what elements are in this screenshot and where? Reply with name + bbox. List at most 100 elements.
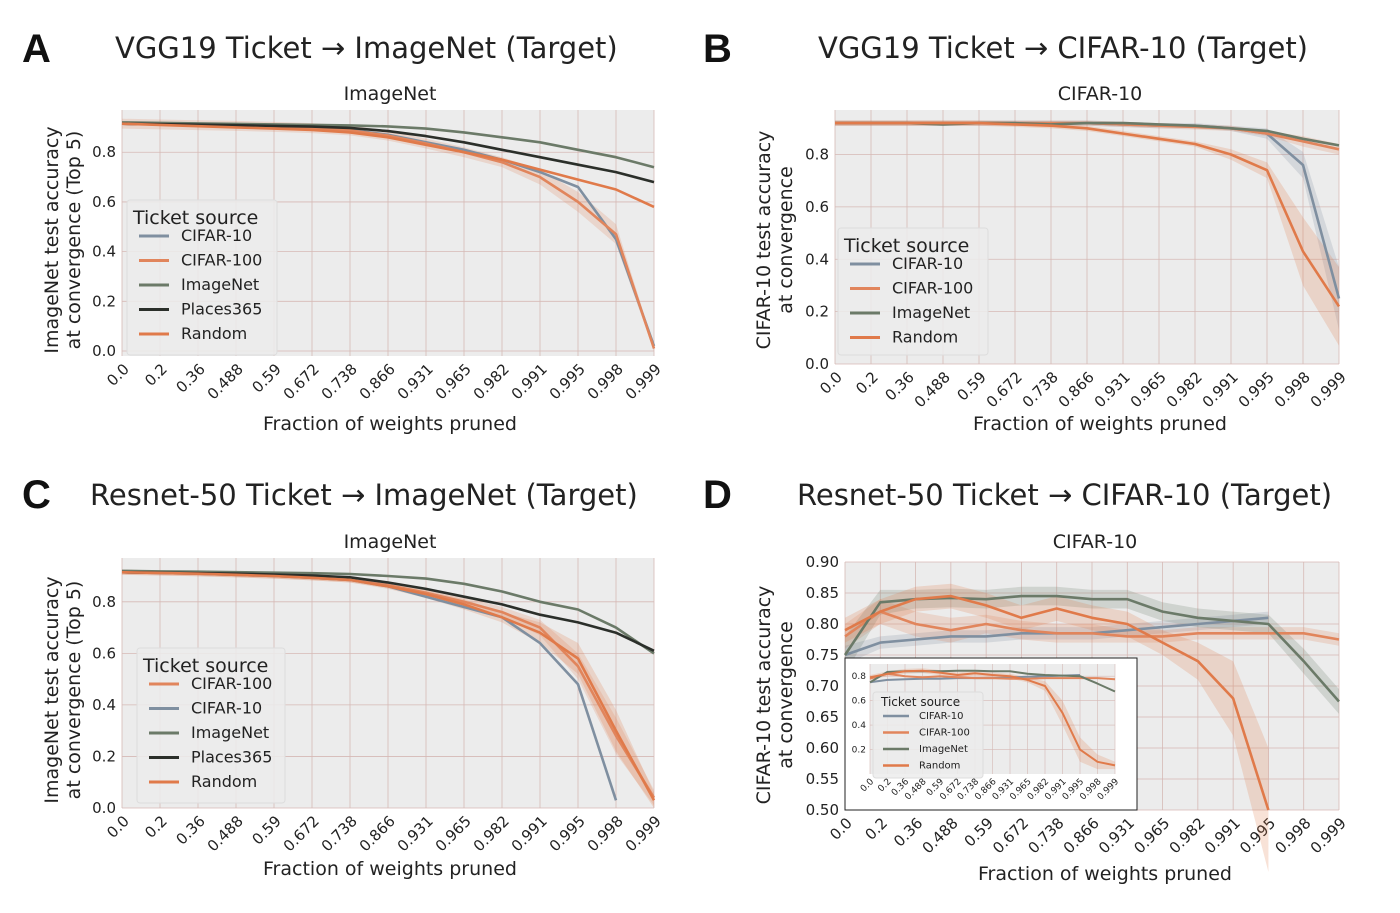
y-tick-label: 0.2 bbox=[92, 292, 116, 310]
x-tick-label: 0.991 bbox=[1201, 814, 1244, 857]
series-line-cifar-100 bbox=[869, 672, 1116, 681]
panel-header: Resnet-50 Ticket → CIFAR-10 (Target) bbox=[797, 478, 1332, 512]
legend-item-cifar-100: CIFAR-100 bbox=[919, 728, 970, 739]
x-tick-label: 0.931 bbox=[1095, 814, 1138, 857]
panel-letter: A bbox=[22, 27, 51, 71]
inset-chart: 0.0 0.20.360.4880.590.6720.7380.8660.9310… bbox=[844, 657, 1138, 811]
x-tick-label: 0.866 bbox=[1055, 368, 1098, 411]
x-tick-label: 0.2 bbox=[141, 360, 171, 390]
y-axis-label: CIFAR-10 test accuracyat convergence bbox=[753, 131, 797, 350]
x-tick-label: 0.991 bbox=[508, 812, 551, 855]
y-tick-label: 0.4 bbox=[805, 250, 829, 268]
legend-title: Ticket source bbox=[880, 695, 960, 709]
legend-item-cifar-10: CIFAR-10 bbox=[181, 226, 252, 245]
series-line-random bbox=[121, 570, 656, 801]
legend-item-imagenet: ImageNet bbox=[181, 275, 259, 294]
x-tick-label: 0.998 bbox=[1271, 814, 1314, 857]
x-tick-label: 0.866 bbox=[1060, 814, 1103, 857]
legend-title: Ticket source bbox=[142, 655, 268, 677]
y-tick-label: 0.2 bbox=[92, 747, 116, 765]
x-tick-label: 0.672 bbox=[989, 814, 1032, 857]
x-axis-label: Fraction of weights pruned bbox=[978, 863, 1232, 885]
y-tick-label: 0.8 bbox=[92, 593, 116, 611]
x-tick-label: 0.982 bbox=[1166, 814, 1209, 857]
x-tick-label: 0.738 bbox=[318, 360, 361, 403]
band-random bbox=[870, 668, 1115, 770]
series-line-random bbox=[844, 594, 1270, 811]
panel-header: VGG19 Ticket → CIFAR-10 (Target) bbox=[818, 31, 1308, 65]
x-axis-label: Fraction of weights pruned bbox=[973, 413, 1227, 435]
x-tick-label: 0.866 bbox=[356, 812, 399, 855]
y-axis-label: CIFAR-10 test accuracyat convergence bbox=[753, 586, 797, 805]
x-tick-label: 0.931 bbox=[394, 360, 437, 403]
y-tick-label: 0.0 bbox=[92, 799, 116, 817]
panel-a: A VGG19 Ticket → ImageNet (Target) ImageNe… bbox=[22, 27, 665, 435]
x-tick-label: 0.995 bbox=[1235, 368, 1278, 411]
inset-y-tick-label: 0.4 bbox=[852, 721, 867, 731]
x-tick-label: 0.866 bbox=[356, 360, 399, 403]
x-tick-label: 0.931 bbox=[1091, 368, 1134, 411]
inset-y-tick-label: 0.2 bbox=[852, 746, 866, 756]
x-tick-label: 0.488 bbox=[911, 368, 954, 411]
series-line-random bbox=[121, 122, 655, 209]
y-tick-label: 0.70 bbox=[806, 677, 839, 695]
legend-item-places365: Places365 bbox=[181, 300, 262, 319]
x-tick-label: 0.488 bbox=[919, 814, 962, 857]
legend-item-random: Random bbox=[919, 761, 960, 772]
x-tick-label: 0.738 bbox=[318, 812, 361, 855]
series-line-imagenet bbox=[121, 569, 655, 655]
x-tick-label: 0.999 bbox=[622, 812, 665, 855]
x-tick-label: 0.0 bbox=[103, 360, 133, 390]
band-random bbox=[845, 583, 1269, 872]
x-tick-label: 0.998 bbox=[584, 360, 627, 403]
legend-item-random: Random bbox=[191, 772, 257, 791]
y-tick-label: 0.75 bbox=[806, 646, 839, 664]
x-tick-label: 0.738 bbox=[1024, 814, 1067, 857]
chart-title: CIFAR-10 bbox=[1053, 531, 1138, 553]
y-tick-label: 0.6 bbox=[92, 644, 116, 662]
y-tick-label: 0.0 bbox=[92, 342, 116, 360]
inset-y-tick-label: 0.8 bbox=[852, 672, 867, 682]
y-tick-label: 0.55 bbox=[806, 770, 839, 788]
x-axis-label: Fraction of weights pruned bbox=[263, 858, 517, 880]
chart-title: ImageNet bbox=[344, 83, 437, 105]
x-tick-label: 0.982 bbox=[470, 360, 513, 403]
y-axis-label: ImageNet test accuracyat convergence (To… bbox=[41, 576, 85, 803]
legend-item-cifar-10: CIFAR-10 bbox=[919, 711, 963, 722]
y-axis-label: ImageNet test accuracyat convergence (To… bbox=[41, 126, 85, 353]
x-tick-label: 0.2 bbox=[141, 812, 171, 842]
y-tick-label: 0.4 bbox=[92, 696, 116, 714]
panel-letter: B bbox=[703, 27, 732, 71]
x-tick-label: 0.2 bbox=[852, 368, 882, 398]
x-tick-label: 0.998 bbox=[584, 812, 627, 855]
legend: Ticket sourceCIFAR-10CIFAR-100ImageNetRa… bbox=[837, 227, 989, 356]
legend-item-random: Random bbox=[181, 324, 247, 343]
panel-header: Resnet-50 Ticket → ImageNet (Target) bbox=[90, 478, 638, 512]
x-tick-label: 0.965 bbox=[432, 360, 475, 403]
y-tick-label: 0.6 bbox=[805, 198, 829, 216]
series-line-places365 bbox=[121, 122, 655, 184]
panel-letter: D bbox=[703, 473, 732, 517]
x-tick-label: 0.931 bbox=[394, 812, 437, 855]
y-tick-label: 0.65 bbox=[806, 708, 839, 726]
x-tick-label: 0.965 bbox=[1130, 814, 1173, 857]
legend-item-random: Random bbox=[892, 328, 958, 347]
y-tick-label: 0.0 bbox=[805, 355, 829, 373]
panel-letter: C bbox=[22, 473, 51, 517]
chart-title: ImageNet bbox=[344, 531, 437, 553]
legend-item-cifar-10: CIFAR-10 bbox=[892, 254, 963, 273]
series-line-cifar-100 bbox=[844, 610, 1340, 641]
x-tick-label: 0.999 bbox=[622, 360, 665, 403]
legend-title: Ticket source bbox=[132, 207, 258, 229]
chart-title: CIFAR-10 bbox=[1058, 83, 1143, 105]
x-tick-label: 0.488 bbox=[204, 360, 247, 403]
legend: Ticket sourceCIFAR-10CIFAR-100ImageNetRa… bbox=[872, 691, 984, 779]
x-tick-label: 0.488 bbox=[204, 812, 247, 855]
y-tick-label: 0.4 bbox=[92, 243, 116, 261]
x-axis-label: Fraction of weights pruned bbox=[263, 413, 517, 435]
band-cifar-100 bbox=[835, 120, 1339, 155]
legend-item-imagenet: ImageNet bbox=[191, 723, 269, 742]
series-line-random bbox=[835, 121, 1341, 308]
